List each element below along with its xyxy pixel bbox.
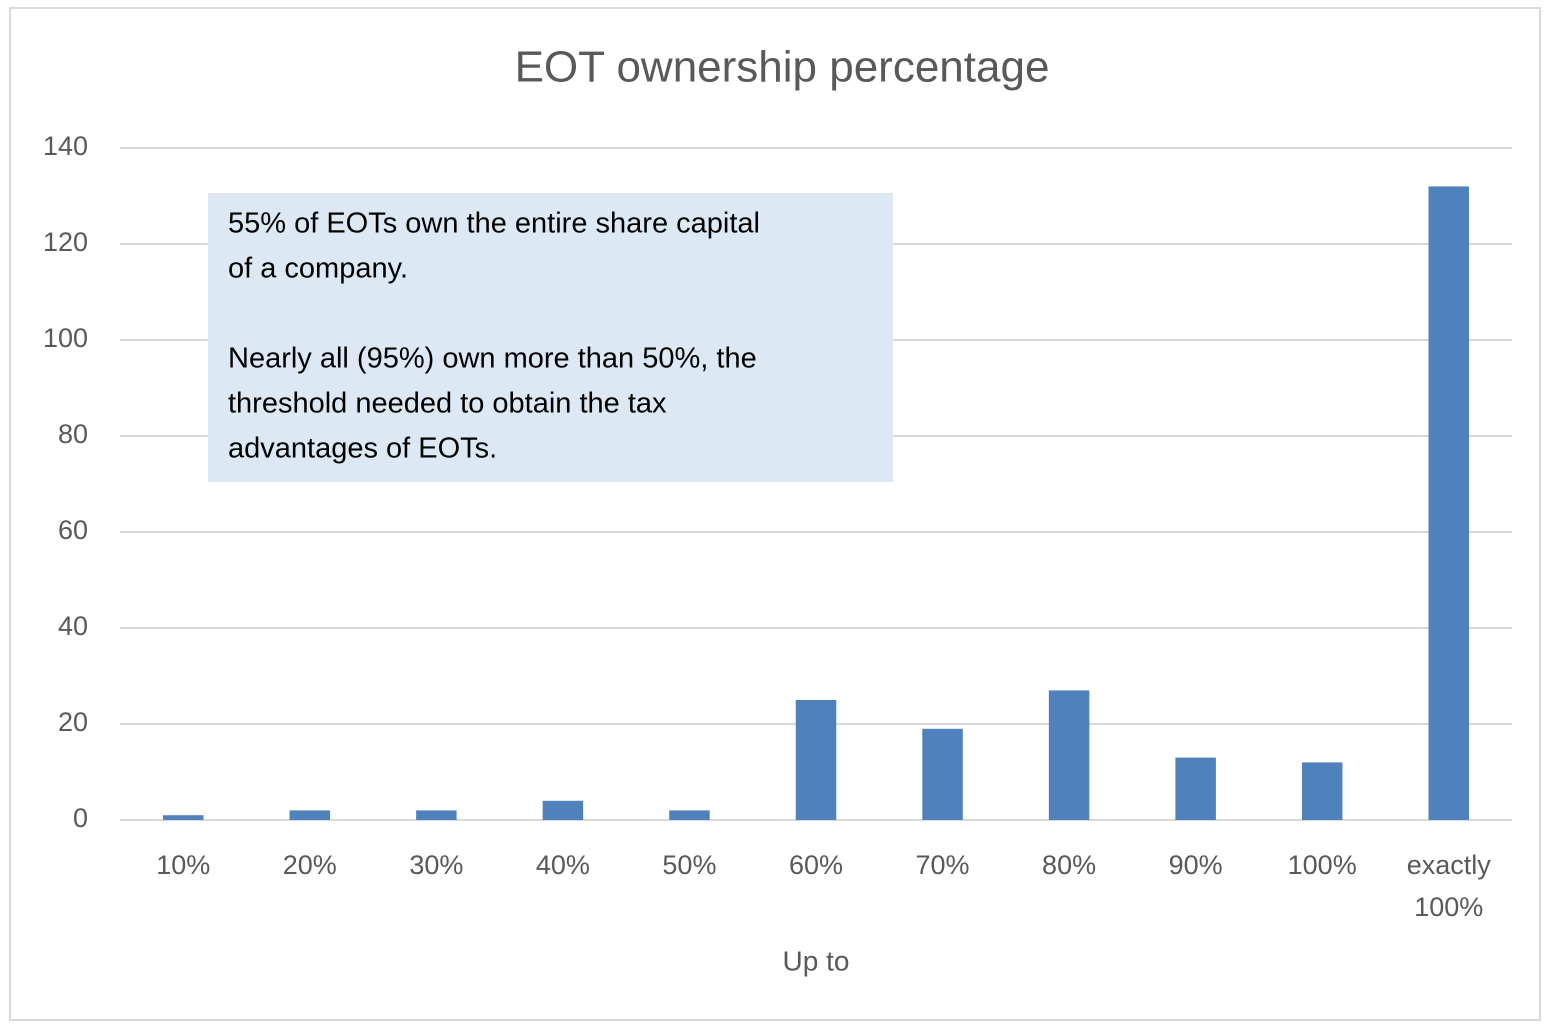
y-tick-label: 20 (58, 707, 88, 737)
annotation-text: 55% of EOTs own the entire share capital (228, 208, 760, 240)
annotation-text: threshold needed to obtain the tax (228, 388, 667, 420)
y-tick-label: 80 (58, 419, 88, 449)
x-tick-label: 30% (409, 850, 464, 880)
bar (669, 810, 710, 820)
x-tick-label: 50% (662, 850, 717, 880)
x-tick-label: 100% (1287, 850, 1357, 880)
bar (1301, 762, 1343, 820)
bar (542, 800, 584, 820)
bar (1428, 186, 1469, 820)
x-tick-label: 70% (915, 850, 970, 880)
bar (163, 815, 204, 820)
x-tick-label: 60% (788, 850, 843, 880)
y-tick-label: 60 (58, 515, 88, 545)
bar (289, 810, 331, 820)
x-tick-label: 20% (282, 850, 337, 880)
bar (1048, 690, 1090, 820)
annotation-text: advantages of EOTs. (228, 433, 497, 465)
bar (416, 810, 457, 820)
x-axis-title: Up to (783, 945, 850, 976)
x-tick-label: 40% (535, 850, 590, 880)
annotation-text: Nearly all (95%) own more than 50%, the (228, 343, 757, 375)
y-tick-label: 100 (43, 323, 88, 353)
y-tick-label: 40 (58, 611, 88, 641)
bar (922, 728, 963, 820)
y-tick-label: 0 (73, 803, 88, 833)
y-tick-label: 120 (43, 227, 88, 257)
y-tick-label: 140 (43, 131, 88, 161)
chart-border (9, 7, 1541, 1021)
bar (1175, 757, 1216, 820)
chart-title: EOT ownership percentage (515, 43, 1050, 92)
annotation-box (208, 193, 893, 482)
x-tick-label: 90% (1168, 850, 1223, 880)
x-tick-label: 10% (156, 850, 211, 880)
annotation-text: of a company. (228, 253, 408, 285)
x-tick-label: exactly 100% (1406, 850, 1491, 922)
bar (795, 700, 837, 820)
x-tick-label: 80% (1042, 850, 1097, 880)
